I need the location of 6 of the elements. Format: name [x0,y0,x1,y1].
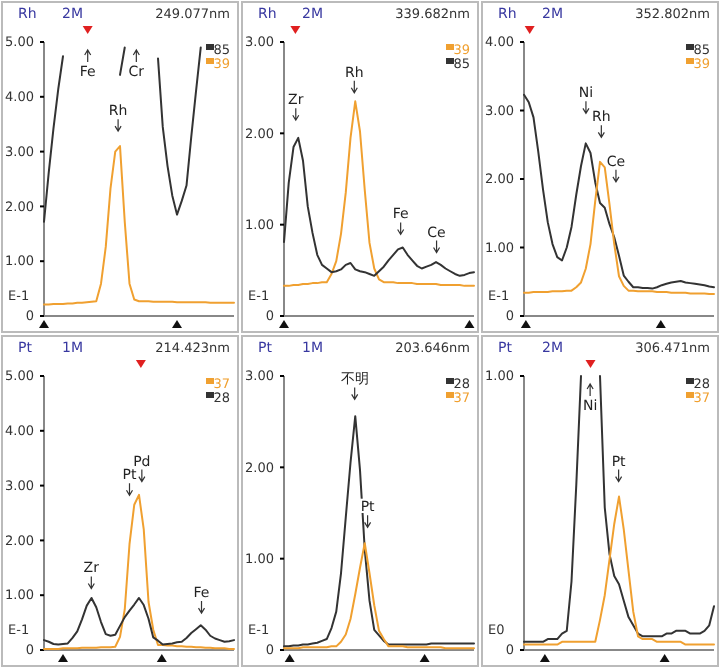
line-series [523,93,715,290]
line-series [43,145,235,306]
line-series [283,100,475,287]
line-series [283,136,475,277]
line-series [523,495,715,646]
line-series [43,596,235,646]
